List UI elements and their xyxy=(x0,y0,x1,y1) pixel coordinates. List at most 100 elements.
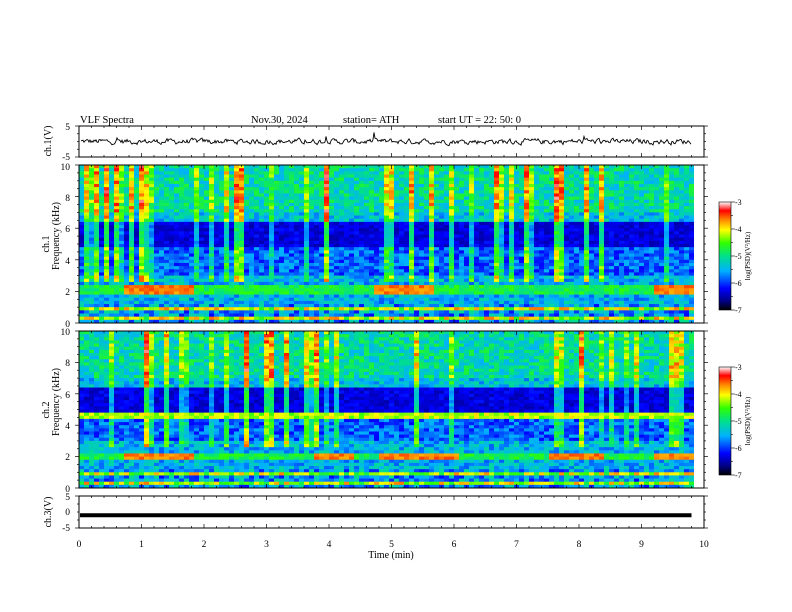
spectrogram-cell xyxy=(434,278,440,283)
spectrogram-cell xyxy=(549,250,555,254)
spectrogram-cell xyxy=(674,250,680,254)
spectrogram-cell xyxy=(179,193,185,197)
spectrogram-cell xyxy=(434,256,440,261)
spectrogram-cell xyxy=(349,171,355,175)
spectrogram-cell xyxy=(169,209,175,213)
spectrogram-cell xyxy=(294,165,300,169)
spectrogram-cell xyxy=(569,250,575,254)
spectrogram-cell xyxy=(359,183,365,188)
spectrogram-cell xyxy=(689,174,695,179)
spectrogram-cell xyxy=(259,177,265,182)
spectrogram-cell xyxy=(109,183,115,188)
spectrogram-cell xyxy=(124,256,130,261)
spectrogram-cell xyxy=(219,221,225,226)
spectrogram-cell xyxy=(259,215,265,220)
spectrogram-cell xyxy=(149,202,155,207)
spectrogram-cell xyxy=(314,183,320,188)
spectrogram-cell xyxy=(414,247,420,251)
spectrogram-cell xyxy=(209,256,215,261)
spectrogram-cell xyxy=(409,272,415,276)
spectrogram-cell xyxy=(104,269,110,273)
spectrogram-cell xyxy=(159,259,165,264)
ch1-waveform-ticks xyxy=(75,125,708,158)
spectrogram-cell xyxy=(424,187,430,191)
spectrogram-cell xyxy=(624,237,630,242)
spectrogram-cell xyxy=(179,183,185,188)
spectrogram-cell xyxy=(174,196,180,201)
spectrogram-cell xyxy=(119,165,125,169)
spectrogram-cell xyxy=(584,165,590,169)
spectrogram-cell xyxy=(694,259,700,264)
spectrogram-cell xyxy=(159,177,165,182)
spectrogram-cell xyxy=(259,193,265,197)
spectrogram-cell xyxy=(534,272,540,276)
spectrogram-cell xyxy=(419,196,425,201)
spectrogram-cell xyxy=(409,199,415,204)
spectrogram-cell xyxy=(669,187,675,191)
spectrogram-cell xyxy=(134,225,140,229)
spectrogram-cell xyxy=(694,225,700,229)
spectrogram-cell xyxy=(434,247,440,251)
spectrogram-cell xyxy=(94,250,100,254)
spectrogram-cell xyxy=(469,174,475,179)
spectrogram-cell xyxy=(619,253,625,258)
spectrogram-cell xyxy=(664,253,670,258)
spectrogram-cell xyxy=(424,206,430,210)
spectrogram-cell xyxy=(314,180,320,185)
spectrogram-cell xyxy=(334,250,340,254)
spectrogram-cell xyxy=(239,275,245,280)
spectrogram-cell xyxy=(344,212,350,216)
spectrogram-cell xyxy=(334,262,340,267)
spectrogram-cell xyxy=(444,177,450,182)
spectrogram-cell xyxy=(384,225,390,229)
spectrogram-cell xyxy=(519,285,525,289)
spectrogram-cell xyxy=(654,171,660,175)
spectrogram-cell xyxy=(94,183,100,188)
spectrogram-cell xyxy=(589,231,595,235)
spectrogram-cell xyxy=(599,253,605,258)
spectrogram-cell xyxy=(599,269,605,273)
spectrogram-cell xyxy=(359,171,365,175)
spectrogram-cell xyxy=(424,225,430,229)
spectrogram-cell xyxy=(494,183,500,188)
spectrogram-cell xyxy=(114,218,120,223)
spectrogram-cell xyxy=(199,250,205,254)
spectrogram-cell xyxy=(324,250,330,254)
spectrogram-cell xyxy=(144,250,150,254)
spectrogram-cell xyxy=(454,168,460,172)
spectrogram-cell xyxy=(324,262,330,267)
spectrogram-cell xyxy=(354,259,360,264)
spectrogram-cell xyxy=(84,180,90,185)
spectrogram-cell xyxy=(399,228,405,232)
spectrogram-cell xyxy=(129,275,135,280)
spectrogram-cell xyxy=(459,231,465,235)
spectrogram-cell xyxy=(394,180,400,185)
spectrogram-cell xyxy=(454,196,460,201)
spectrogram-cell xyxy=(139,196,145,201)
spectrogram-cell xyxy=(239,237,245,242)
spectrogram-cell xyxy=(539,171,545,175)
spectrogram-cell xyxy=(664,174,670,179)
spectrogram-cell xyxy=(569,187,575,191)
spectrogram-cell xyxy=(334,231,340,235)
spectrogram-cell xyxy=(189,212,195,216)
spectrogram-cell xyxy=(254,165,260,169)
spectrogram-cell xyxy=(584,209,590,213)
spectrogram-cell xyxy=(164,212,170,216)
spectrogram-cell xyxy=(134,240,140,245)
spectrogram-cell xyxy=(504,202,510,207)
spectrogram-cell xyxy=(499,250,505,254)
spectrogram-cell xyxy=(449,225,455,229)
spectrogram-cell xyxy=(279,221,285,226)
spectrogram-cell xyxy=(204,240,210,245)
spectrogram-cell xyxy=(394,174,400,179)
spectrogram-cell xyxy=(304,228,310,232)
spectrogram-cell xyxy=(524,272,530,276)
spectrogram-cell xyxy=(104,237,110,242)
spectrogram-cell xyxy=(474,240,480,245)
spectrogram-cell xyxy=(669,183,675,188)
spectrogram-cell xyxy=(294,209,300,213)
spectrogram-cell xyxy=(474,259,480,264)
spectrogram-cell xyxy=(169,221,175,226)
spectrogram-cell xyxy=(334,272,340,276)
